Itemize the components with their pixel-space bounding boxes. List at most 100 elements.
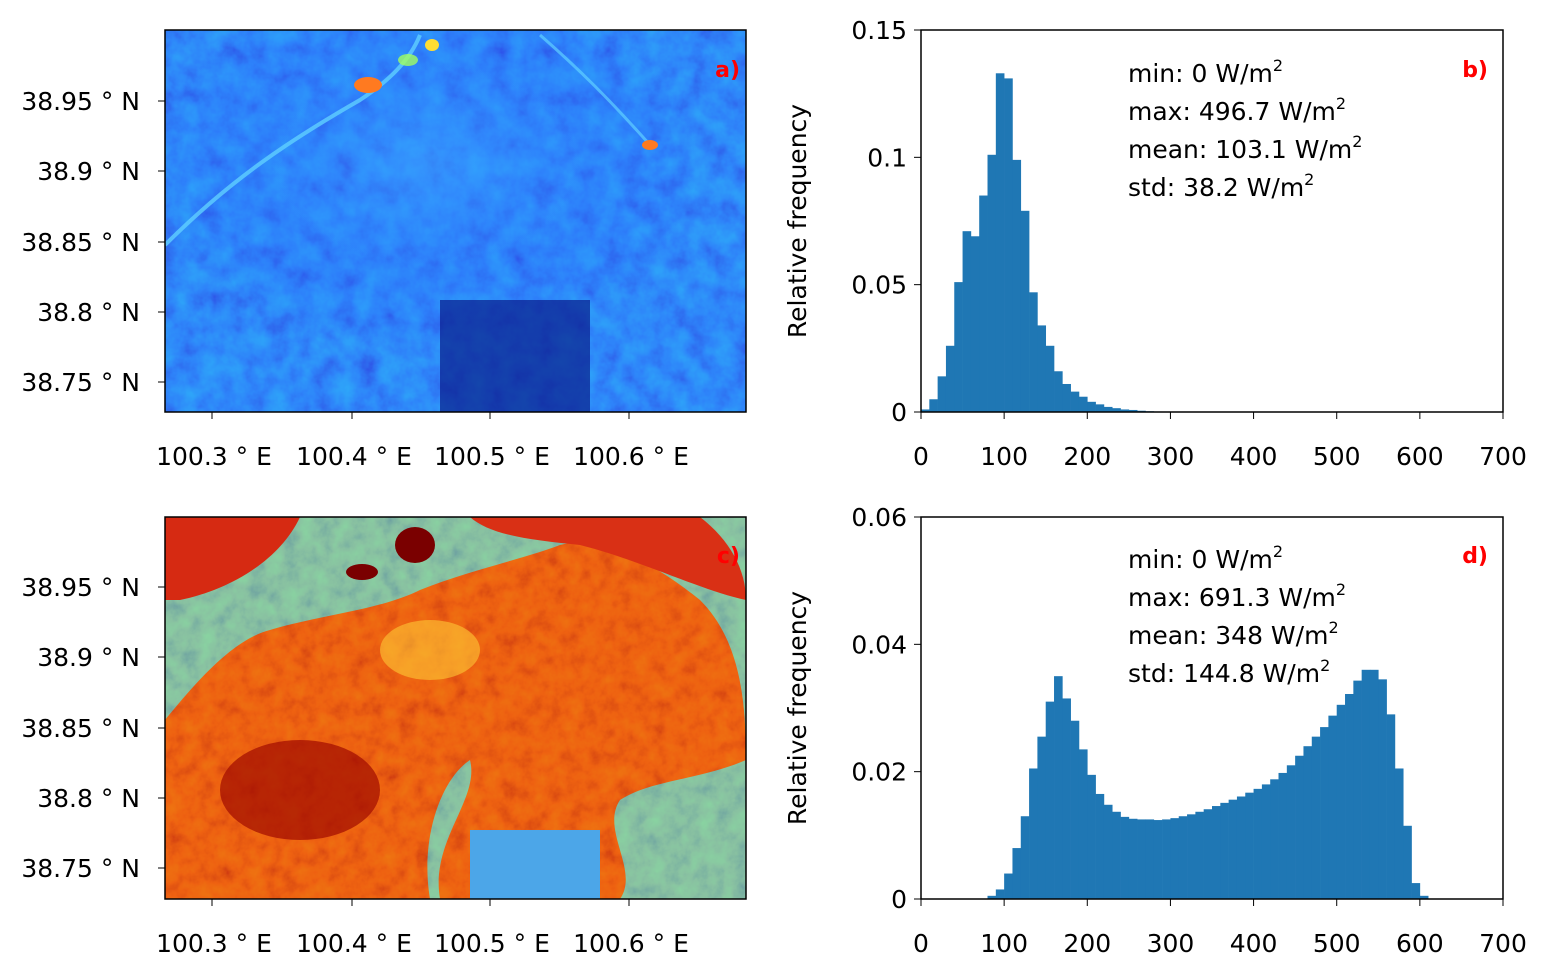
histogram-bar (1320, 727, 1329, 899)
histogram-bar (995, 889, 1005, 899)
map-c-dark-spot (220, 740, 380, 840)
histogram-bar (1361, 669, 1371, 899)
histogram-bar (1311, 736, 1321, 899)
map-c-y-tick-label: 38.85 ° N (21, 714, 140, 743)
histogram-bar (1070, 391, 1080, 412)
histogram-bar (1245, 792, 1254, 899)
stat-line: min: 0 W/m2 (1128, 542, 1283, 574)
map-c-y-tick-label: 38.9 ° N (37, 643, 140, 672)
histogram-bar (1120, 816, 1130, 899)
histogram-bar (1128, 818, 1138, 899)
histogram-bar (1220, 802, 1229, 899)
histogram-bar (1112, 811, 1121, 899)
histogram-bar (1120, 409, 1130, 412)
histogram-bar (1253, 788, 1263, 899)
x-tick-label: 700 (1479, 442, 1527, 471)
x-tick-label: 700 (1479, 929, 1527, 958)
histogram-bar (937, 376, 947, 412)
map-a-hotspot (425, 39, 439, 51)
histogram-bar (1070, 720, 1080, 899)
histogram-bar (1178, 816, 1188, 899)
x-tick-label: 200 (1063, 442, 1111, 471)
map-a-y-tick-label: 38.8 ° N (37, 298, 140, 327)
histogram-bar (1187, 814, 1196, 899)
histogram-bar (1419, 895, 1429, 899)
histogram-bar (1054, 371, 1063, 412)
histogram-bar (1029, 292, 1038, 412)
histogram-bar (1087, 401, 1096, 412)
histogram-bar (987, 154, 997, 412)
histogram-bar (1095, 404, 1105, 412)
histogram-frame (920, 29, 1504, 413)
map-a-frame (164, 29, 747, 413)
map-c-y-ticks: 38.95 ° N 38.9 ° N 38.85 ° N 38.8 ° N 38… (21, 573, 165, 883)
histogram-bar (1369, 669, 1379, 899)
y-tick-label: 0.02 (851, 758, 907, 787)
histogram-bar (1045, 701, 1055, 899)
x-tick-label: 0 (913, 442, 929, 471)
histogram-bar (1112, 408, 1121, 412)
histogram-bar (1153, 820, 1163, 899)
histogram-frame (920, 516, 1504, 900)
histogram-bar (1145, 819, 1155, 899)
histogram-bar (1261, 784, 1271, 899)
histogram-bar (1278, 772, 1288, 899)
y-tick-label: 0 (891, 398, 907, 427)
histogram-bar (1236, 796, 1246, 899)
histogram-bar (921, 409, 930, 412)
map-panel-c (165, 517, 746, 899)
map-a-x-ticks: 100.3 ° E 100.4 ° E 100.5 ° E 100.6 ° E (156, 412, 689, 471)
histogram-bar (1353, 680, 1362, 899)
y-tick-label: 0.05 (851, 271, 907, 300)
histogram-bar (1303, 746, 1313, 899)
histogram-bar (1228, 799, 1238, 899)
x-tick-label: 100 (980, 929, 1028, 958)
x-tick-label: 500 (1313, 929, 1361, 958)
histogram-bar (1095, 793, 1105, 899)
histogram-bar (1062, 383, 1071, 412)
x-tick-label: 300 (1147, 442, 1195, 471)
map-c-frame (164, 516, 747, 900)
map-a-y-tick-label: 38.9 ° N (37, 157, 140, 186)
map-c-y-tick-label: 38.75 ° N (21, 854, 140, 883)
map-a-x-tick-label: 100.6 ° E (573, 442, 689, 471)
histogram-bar (970, 236, 980, 412)
map-c-warm-spot (380, 620, 480, 680)
histogram-bar (1378, 679, 1387, 899)
histogram-bar (1295, 755, 1304, 899)
map-panel-a (165, 30, 746, 412)
map-a-hotspot (642, 140, 658, 150)
histogram-bar (1170, 818, 1180, 899)
x-tick-label: 600 (1396, 442, 1444, 471)
histogram-bar (979, 195, 988, 412)
panel-label-c: c) (717, 544, 740, 569)
histogram-bar (1103, 406, 1113, 412)
histogram-bar (1012, 848, 1022, 899)
histogram-bar (1029, 768, 1038, 899)
map-a-dark-patch (440, 300, 590, 412)
histogram-bar (1212, 806, 1221, 899)
map-c-x-tick-label: 100.3 ° E (156, 929, 272, 958)
map-c-dark-spot (395, 527, 435, 563)
map-a-hotspot (398, 54, 418, 66)
histogram-bar (1078, 396, 1088, 412)
map-c-hot-texture (165, 517, 746, 899)
map-c-x-tick-label: 100.6 ° E (573, 929, 689, 958)
map-c-dark-spot (346, 564, 378, 580)
x-tick-label: 300 (1147, 929, 1195, 958)
x-tick-label: 0 (913, 929, 929, 958)
map-a-road (539, 33, 652, 146)
map-a-hotspot (354, 77, 382, 93)
y-tick-label: 0 (891, 885, 907, 914)
map-c-hot-top-right (470, 517, 746, 600)
stat-line: mean: 103.1 W/m2 (1128, 132, 1362, 164)
histogram-bar (1394, 768, 1404, 899)
stat-line: min: 0 W/m2 (1128, 56, 1283, 88)
stat-line: max: 496.7 W/m2 (1128, 94, 1346, 126)
x-tick-label: 400 (1230, 442, 1278, 471)
histogram-bar (1203, 809, 1213, 899)
histogram-bar (1286, 765, 1296, 899)
map-a-y-tick-label: 38.85 ° N (21, 228, 140, 257)
y-tick-label: 0.06 (851, 503, 907, 532)
